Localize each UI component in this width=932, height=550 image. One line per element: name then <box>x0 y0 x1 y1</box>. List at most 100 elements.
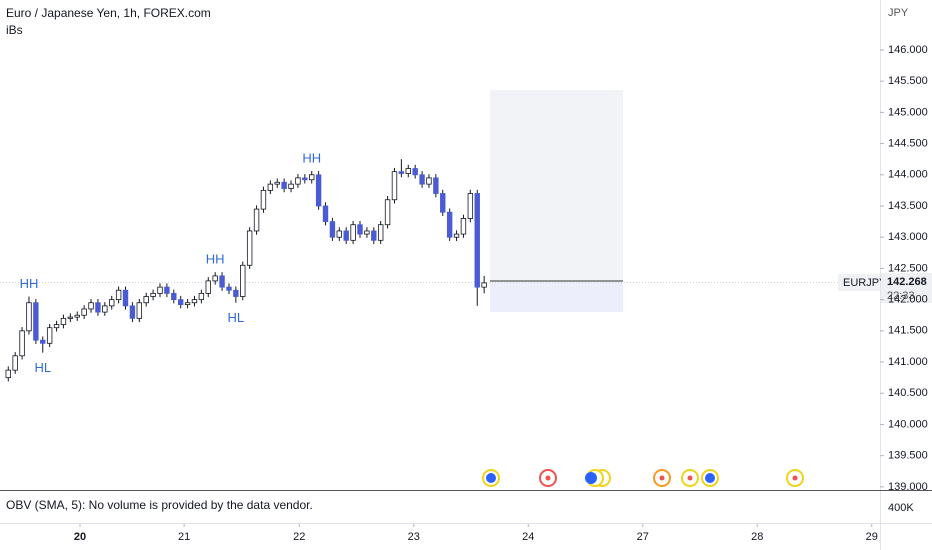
y-tick-label: 140.000 <box>888 418 928 430</box>
swing-label: HH <box>206 252 225 267</box>
candle-body <box>474 193 480 288</box>
y-tick-label: 146.000 <box>888 44 928 56</box>
candle-body <box>371 230 377 241</box>
y-tick-label: 145.500 <box>888 75 928 87</box>
candle-body <box>440 193 446 213</box>
y-tick-label: 143.000 <box>888 231 928 243</box>
candle-body <box>219 275 225 288</box>
candle-body <box>212 275 218 282</box>
candle-body <box>405 168 411 174</box>
candle-body <box>67 316 74 319</box>
countdown: 22:33 <box>887 290 915 302</box>
candle-body <box>377 224 384 241</box>
candle-body <box>260 189 267 210</box>
candle-body <box>122 289 129 307</box>
x-tick-label: 29 <box>866 531 878 543</box>
candle-body <box>433 177 439 194</box>
candle-body <box>391 171 398 201</box>
candle-body <box>233 289 239 297</box>
x-tick-label: 28 <box>751 531 763 543</box>
candle-body <box>357 224 363 235</box>
candle-body <box>240 264 246 297</box>
x-tick-label: 21 <box>178 531 190 543</box>
candle-body <box>33 302 39 341</box>
swing-label: HH <box>20 276 39 291</box>
candle-body <box>426 177 432 185</box>
candle-body <box>184 302 191 306</box>
event-icon-dot <box>705 473 715 483</box>
candle-body <box>267 183 274 191</box>
candle-body <box>109 299 115 307</box>
candle-body <box>274 181 280 185</box>
candle-body <box>12 355 18 371</box>
candle-body <box>157 286 163 294</box>
candle-body <box>364 230 370 235</box>
candle-body <box>281 181 287 189</box>
event-icon-dot <box>486 473 496 483</box>
candle-body <box>143 296 149 304</box>
candle-body <box>164 286 170 294</box>
event-icon-dot <box>687 475 693 481</box>
candle-body <box>309 174 315 181</box>
indicator-label: iBs <box>6 23 23 37</box>
candle-body <box>5 369 11 379</box>
candle-body <box>46 327 53 344</box>
y-tick-label: 144.500 <box>888 137 928 149</box>
candle-body <box>53 324 60 329</box>
candle-body <box>350 224 356 241</box>
candle-body <box>246 230 253 266</box>
y-tick-label: 141.000 <box>888 356 928 368</box>
swing-label: HL <box>228 310 245 325</box>
candle-body <box>419 174 425 185</box>
x-tick-label: 20 <box>74 531 86 543</box>
candle-body <box>95 302 101 313</box>
event-icon-dot <box>792 475 798 481</box>
x-tick-label: 27 <box>637 531 649 543</box>
candle-body <box>102 305 108 313</box>
candle-body <box>150 292 156 297</box>
projection-box-lower <box>490 283 623 312</box>
axis-unit: JPY <box>888 7 909 19</box>
last-price-label: 142.268 <box>887 276 927 288</box>
x-tick-label: 23 <box>408 531 420 543</box>
y-tick-label: 139.500 <box>888 450 928 462</box>
candle-body <box>315 174 322 207</box>
candle-body <box>253 208 260 232</box>
chart-title: Euro / Japanese Yen, 1h, FOREX.com <box>6 6 211 20</box>
candle-body <box>329 221 336 238</box>
obv-label: OBV (SMA, 5): No volume is provided by t… <box>6 498 313 512</box>
y-tick-label: 141.500 <box>888 325 928 337</box>
candle-body <box>136 302 143 319</box>
y-tick-label: 140.500 <box>888 387 928 399</box>
price-tag <box>881 273 932 303</box>
swing-label: HL <box>34 360 51 375</box>
candle-body <box>205 280 211 294</box>
swing-label: HH <box>302 150 321 165</box>
obv-axis-label: 400K <box>888 502 914 514</box>
candle-body <box>481 282 487 288</box>
candle-body <box>446 211 453 238</box>
candle-body <box>295 177 301 185</box>
candle-body <box>81 308 87 316</box>
candle-body <box>26 302 32 332</box>
candle-body <box>226 286 232 291</box>
x-tick-label: 22 <box>293 531 305 543</box>
y-tick-label: 142.000 <box>888 294 928 306</box>
candle-body <box>88 302 94 310</box>
y-tick-label: 145.000 <box>888 106 928 118</box>
candle-body <box>177 299 184 306</box>
candle-body <box>115 289 122 301</box>
y-tick-label: 143.500 <box>888 200 928 212</box>
candle-body <box>19 330 25 357</box>
candle-body <box>460 218 467 235</box>
candle-body <box>302 177 308 181</box>
event-icon-dot <box>659 475 665 481</box>
event-icon-dot <box>585 472 597 484</box>
projection-box <box>490 90 623 283</box>
candle-body <box>322 205 329 222</box>
candle-body <box>74 314 80 318</box>
candle-body <box>467 193 474 219</box>
candle-body <box>398 171 405 174</box>
